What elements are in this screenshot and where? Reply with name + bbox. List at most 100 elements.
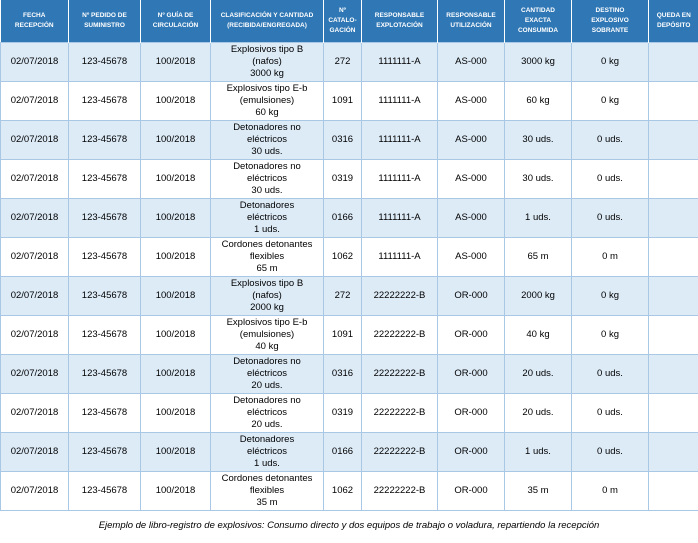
cell-responsable-explotacion: 22222222-B [361, 315, 438, 355]
table-row: 02/07/2018 123-45678 100/2018 Detonadores n… [0, 120, 698, 160]
cell-pedido-suministro: 123-45678 [68, 81, 141, 121]
cell-catalogacion: 0316 [323, 120, 362, 160]
cell-pedido-suministro: 123-45678 [68, 471, 141, 511]
cell-fecha-recepcion: 02/07/2018 [0, 393, 69, 433]
header-responsable-utilizacion: RESPONSABLE UTILIZACIÓN [437, 0, 505, 43]
cell-responsable-utilizacion: OR-000 [437, 315, 505, 355]
cell-cantidad-consumida: 3000 kg [504, 42, 572, 82]
cell-fecha-recepcion: 02/07/2018 [0, 276, 69, 316]
cell-catalogacion: 0166 [323, 432, 362, 472]
cell-queda-deposito [648, 471, 698, 511]
cell-catalogacion: 0316 [323, 354, 362, 394]
table-row: 02/07/2018 123-45678 100/2018 Cordones deto… [0, 471, 698, 511]
cell-catalogacion: 1091 [323, 81, 362, 121]
cell-guia-circulacion: 100/2018 [140, 81, 211, 121]
cell-clasificacion-cantidad: Detonadores eléctricos 1 uds. [210, 432, 324, 472]
cell-catalogacion: 1091 [323, 315, 362, 355]
cell-responsable-explotacion: 22222222-B [361, 354, 438, 394]
table-row: 02/07/2018 123-45678 100/2018 Detonadores n… [0, 393, 698, 433]
cell-catalogacion: 0319 [323, 393, 362, 433]
cell-guia-circulacion: 100/2018 [140, 159, 211, 199]
cell-guia-circulacion: 100/2018 [140, 354, 211, 394]
header-pedido-suministro: Nº PEDIDO DE SUMINISTRO [68, 0, 141, 43]
header-row: FECHA RECEPCIÓN Nº PEDIDO DE SUMINISTRO … [0, 0, 698, 43]
cell-destino-sobrante: 0 uds. [571, 120, 649, 160]
cell-clasificacion-cantidad: Detonadores no eléctricos 20 uds. [210, 393, 324, 433]
cell-destino-sobrante: 0 uds. [571, 159, 649, 199]
cell-destino-sobrante: 0 kg [571, 315, 649, 355]
cell-responsable-explotacion: 22222222-B [361, 471, 438, 511]
cell-cantidad-consumida: 1 uds. [504, 432, 572, 472]
header-guia-circulacion: Nº GUÍA DE CIRCULACIÓN [140, 0, 211, 43]
cell-cantidad-consumida: 20 uds. [504, 354, 572, 394]
cell-responsable-utilizacion: AS-000 [437, 81, 505, 121]
cell-pedido-suministro: 123-45678 [68, 159, 141, 199]
explosives-register-table: FECHA RECEPCIÓN Nº PEDIDO DE SUMINISTRO … [0, 0, 698, 511]
cell-fecha-recepcion: 02/07/2018 [0, 432, 69, 472]
cell-queda-deposito [648, 237, 698, 277]
cell-catalogacion: 1062 [323, 471, 362, 511]
cell-queda-deposito [648, 393, 698, 433]
cell-clasificacion-cantidad: Explosivos tipo B (nafos) 2000 kg [210, 276, 324, 316]
cell-destino-sobrante: 0 m [571, 471, 649, 511]
header-fecha-recepcion: FECHA RECEPCIÓN [0, 0, 69, 43]
cell-catalogacion: 0319 [323, 159, 362, 199]
cell-destino-sobrante: 0 kg [571, 81, 649, 121]
cell-guia-circulacion: 100/2018 [140, 198, 211, 238]
cell-destino-sobrante: 0 uds. [571, 432, 649, 472]
cell-catalogacion: 1062 [323, 237, 362, 277]
cell-responsable-utilizacion: OR-000 [437, 471, 505, 511]
cell-cantidad-consumida: 35 m [504, 471, 572, 511]
cell-guia-circulacion: 100/2018 [140, 315, 211, 355]
cell-destino-sobrante: 0 kg [571, 42, 649, 82]
cell-fecha-recepcion: 02/07/2018 [0, 120, 69, 160]
header-queda-deposito: QUEDA EN DEPÓSITO [648, 0, 698, 43]
cell-destino-sobrante: 0 uds. [571, 354, 649, 394]
cell-guia-circulacion: 100/2018 [140, 42, 211, 82]
cell-destino-sobrante: 0 uds. [571, 393, 649, 433]
cell-responsable-utilizacion: AS-000 [437, 198, 505, 238]
cell-pedido-suministro: 123-45678 [68, 315, 141, 355]
cell-pedido-suministro: 123-45678 [68, 393, 141, 433]
cell-responsable-utilizacion: AS-000 [437, 42, 505, 82]
cell-cantidad-consumida: 40 kg [504, 315, 572, 355]
cell-responsable-utilizacion: OR-000 [437, 432, 505, 472]
cell-fecha-recepcion: 02/07/2018 [0, 315, 69, 355]
table-row: 02/07/2018 123-45678 100/2018 Explosivos ti… [0, 315, 698, 355]
cell-pedido-suministro: 123-45678 [68, 237, 141, 277]
cell-queda-deposito [648, 120, 698, 160]
table-body: 02/07/2018 123-45678 100/2018 Explosivos ti… [0, 42, 698, 511]
table-row: 02/07/2018 123-45678 100/2018 Detonadores e… [0, 432, 698, 472]
cell-fecha-recepcion: 02/07/2018 [0, 354, 69, 394]
cell-fecha-recepcion: 02/07/2018 [0, 159, 69, 199]
cell-fecha-recepcion: 02/07/2018 [0, 237, 69, 277]
cell-responsable-explotacion: 1111111-A [361, 237, 438, 277]
cell-fecha-recepcion: 02/07/2018 [0, 198, 69, 238]
cell-pedido-suministro: 123-45678 [68, 432, 141, 472]
cell-responsable-utilizacion: OR-000 [437, 393, 505, 433]
table-row: 02/07/2018 123-45678 100/2018 Explosivos ti… [0, 276, 698, 316]
cell-responsable-utilizacion: OR-000 [437, 354, 505, 394]
cell-pedido-suministro: 123-45678 [68, 198, 141, 238]
cell-clasificacion-cantidad: Detonadores no eléctricos 30 uds. [210, 120, 324, 160]
cell-cantidad-consumida: 2000 kg [504, 276, 572, 316]
cell-queda-deposito [648, 42, 698, 82]
cell-pedido-suministro: 123-45678 [68, 354, 141, 394]
cell-guia-circulacion: 100/2018 [140, 120, 211, 160]
table-row: 02/07/2018 123-45678 100/2018 Detonadores e… [0, 198, 698, 238]
cell-clasificacion-cantidad: Cordones detonantes flexibles 35 m [210, 471, 324, 511]
cell-cantidad-consumida: 60 kg [504, 81, 572, 121]
cell-queda-deposito [648, 198, 698, 238]
cell-pedido-suministro: 123-45678 [68, 120, 141, 160]
cell-destino-sobrante: 0 kg [571, 276, 649, 316]
cell-catalogacion: 272 [323, 276, 362, 316]
cell-responsable-utilizacion: AS-000 [437, 159, 505, 199]
table-row: 02/07/2018 123-45678 100/2018 Explosivos ti… [0, 42, 698, 82]
cell-responsable-explotacion: 1111111-A [361, 159, 438, 199]
header-clasificacion-cantidad: CLASIFICACIÓN Y CANTIDAD (RECIBIDA/ENGRE… [210, 0, 324, 43]
header-catalogacion: Nº CATALO- GACIÓN [323, 0, 362, 43]
cell-queda-deposito [648, 159, 698, 199]
cell-responsable-explotacion: 22222222-B [361, 393, 438, 433]
cell-fecha-recepcion: 02/07/2018 [0, 42, 69, 82]
cell-fecha-recepcion: 02/07/2018 [0, 471, 69, 511]
